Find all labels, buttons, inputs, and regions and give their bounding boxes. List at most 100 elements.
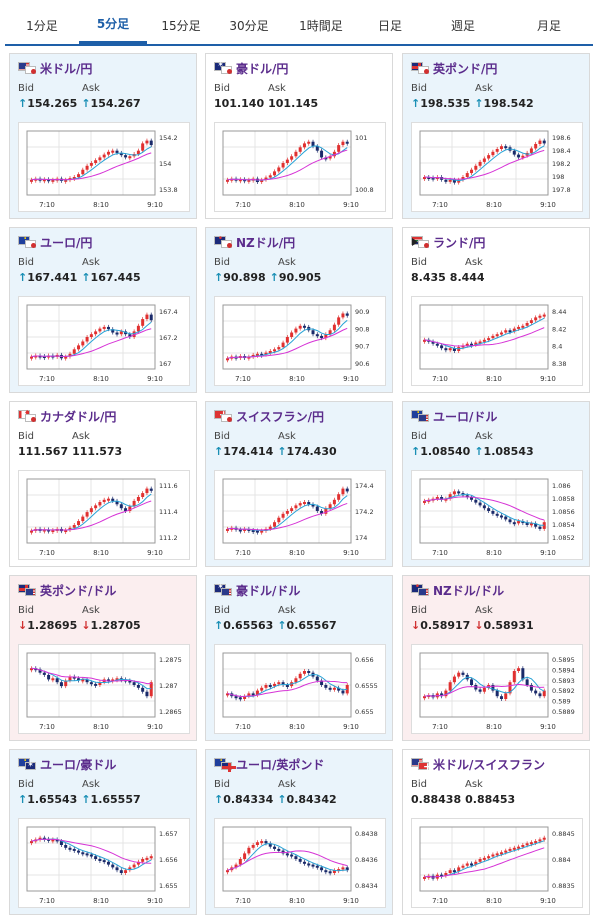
pair-name[interactable]: 豪ドル/円 [236,61,289,76]
pair-name[interactable]: 豪ドル/ドル [236,583,301,598]
tab-1[interactable]: 5分足 [79,6,147,44]
pair-name[interactable]: 英ポンド/円 [433,61,498,76]
candlestick-chart[interactable]: 167.4 167.2 167 7:10 8:10 9:10 [18,296,190,386]
candlestick-chart[interactable]: 8.44 8.42 8.4 8.38 7:10 8:10 9:10 [411,296,583,386]
y-tick-label: 8.38 [552,360,566,368]
candlestick-chart[interactable]: 154.2 154 153.8 7:10 8:10 9:10 [18,122,190,212]
x-tick-label: 7:10 [235,375,251,383]
pair-name[interactable]: スイスフラン/円 [236,409,325,424]
tab-0[interactable]: 1分足 [26,18,58,33]
tab-3[interactable]: 30分足 [229,18,269,33]
currency-card[interactable]: 英ポンド/ドル Bid Ask ↓1.28695 ↓1.28705 1.2875 1.28… [9,575,197,741]
candle [106,326,110,330]
ask-value: 0.88453 [465,793,516,806]
candle [141,687,145,692]
up-arrow-icon: ↑ [81,271,91,284]
up-arrow-icon: ↑ [214,445,224,458]
candle [72,848,76,851]
candle [145,691,149,697]
down-arrow-icon: ↓ [474,619,484,632]
x-tick-label: 8:10 [289,897,305,905]
candle [478,859,482,862]
price-row: 101.140 101.145 [214,97,318,110]
tab-6[interactable]: 週足 [450,18,475,33]
pair-name[interactable]: NZドル/円 [236,235,296,250]
candlestick-chart[interactable]: 0.8438 0.8436 0.8434 7:10 8:10 9:10 [214,818,386,908]
candle [268,685,272,687]
candlestick-chart[interactable]: 90.9 90.8 90.7 90.6 7:10 8:10 9:10 [214,296,386,386]
candle [128,867,132,871]
pair-name[interactable]: ユーロ/豪ドル [40,757,117,772]
candlestick-chart[interactable]: 174.4 174.2 174 7:10 8:10 9:10 [214,470,386,560]
currency-card[interactable]: 英ポンド/円 Bid Ask ↑198.535 ↑198.542 198.6 198.4 1… [402,53,590,219]
candle [328,871,332,874]
pair-name[interactable]: ユーロ/円 [40,235,93,250]
pair-name[interactable]: カナダドル/円 [40,409,117,424]
candle [226,693,229,696]
pair-name[interactable]: 米ドル/スイスフラン [433,757,546,772]
candle [320,680,324,685]
candle [89,854,93,857]
candlestick-chart[interactable]: 101 100.8 7:10 8:10 9:10 [214,122,386,212]
candlestick-chart[interactable]: 0.8845 0.884 0.8835 7:10 8:10 9:10 [411,818,583,908]
tab-7[interactable]: 月足 [536,18,561,33]
currency-card[interactable]: 米ドル/円 Bid Ask ↑154.265 ↑154.267 154.2 154 153.… [9,53,197,219]
candle [273,349,277,352]
candlestick-chart[interactable]: 198.6 198.4 198.2 198 197.8 7:10 8:10 9:10 [411,122,583,212]
candle [499,146,503,149]
candlestick-chart[interactable]: 1.086 1.0858 1.0856 1.0854 1.0852 7:10 8:10 9:1… [411,470,583,560]
tab-5[interactable]: 日足 [377,18,402,33]
currency-card[interactable]: ランド/円 Bid Ask 8.435 8.444 8.44 8.42 8.4 8.38 7:1… [402,227,590,393]
chart-svg: 154.2 154 153.8 7:10 8:10 9:10 [26,130,178,209]
candlestick-chart[interactable]: 0.656 0.6555 0.655 7:10 8:10 9:10 [214,644,386,734]
candle [478,161,482,166]
candle [525,522,529,525]
bid-value: 0.58917 [420,619,471,632]
candle [311,141,315,147]
chart-svg: 1.657 1.656 1.655 7:10 8:10 9:10 [26,826,178,905]
bid-value: 0.88438 [411,793,462,806]
candle [444,690,448,697]
pair-name[interactable]: ユーロ/ドル [433,409,498,424]
tab-2[interactable]: 15分足 [161,18,201,33]
long-ma-line [31,328,152,358]
candle [243,696,247,699]
candle [444,498,448,501]
candle [98,157,102,161]
candle [307,863,311,866]
up-arrow-icon: ↑ [18,271,28,284]
candlestick-chart[interactable]: 0.5895 0.5894 0.5893 0.5892 0.589 0.5889 7:10 8… [411,644,583,734]
y-tick-label: 1.2875 [159,656,182,664]
pair-name[interactable]: 英ポンド/ドル [40,583,117,598]
candle [444,873,448,876]
pair-name[interactable]: ランド/円 [433,235,486,250]
ask-label: Ask [278,431,296,442]
candlestick-chart[interactable]: 111.6 111.4 111.2 7:10 8:10 9:10 [18,470,190,560]
candle [452,179,456,183]
x-tick-label: 7:10 [235,201,251,209]
tab-4[interactable]: 1時間足 [299,18,343,33]
y-tick-label: 1.0852 [552,534,575,542]
candlestick-chart[interactable]: 1.2875 1.287 1.2865 7:10 8:10 9:10 [18,644,190,734]
candlestick-chart[interactable]: 1.657 1.656 1.655 7:10 8:10 9:10 [18,818,190,908]
candle [457,867,461,872]
ask-value: 154.267 [90,97,141,110]
pair-name[interactable]: 米ドル/円 [40,61,93,76]
plot-frame [26,652,156,718]
pair-name[interactable]: ユーロ/英ポンド [236,757,325,772]
long-ma-line [424,847,545,878]
pair-name[interactable]: NZドル/ドル [433,583,505,598]
y-tick-label: 8.4 [552,343,562,351]
candle [332,151,336,157]
